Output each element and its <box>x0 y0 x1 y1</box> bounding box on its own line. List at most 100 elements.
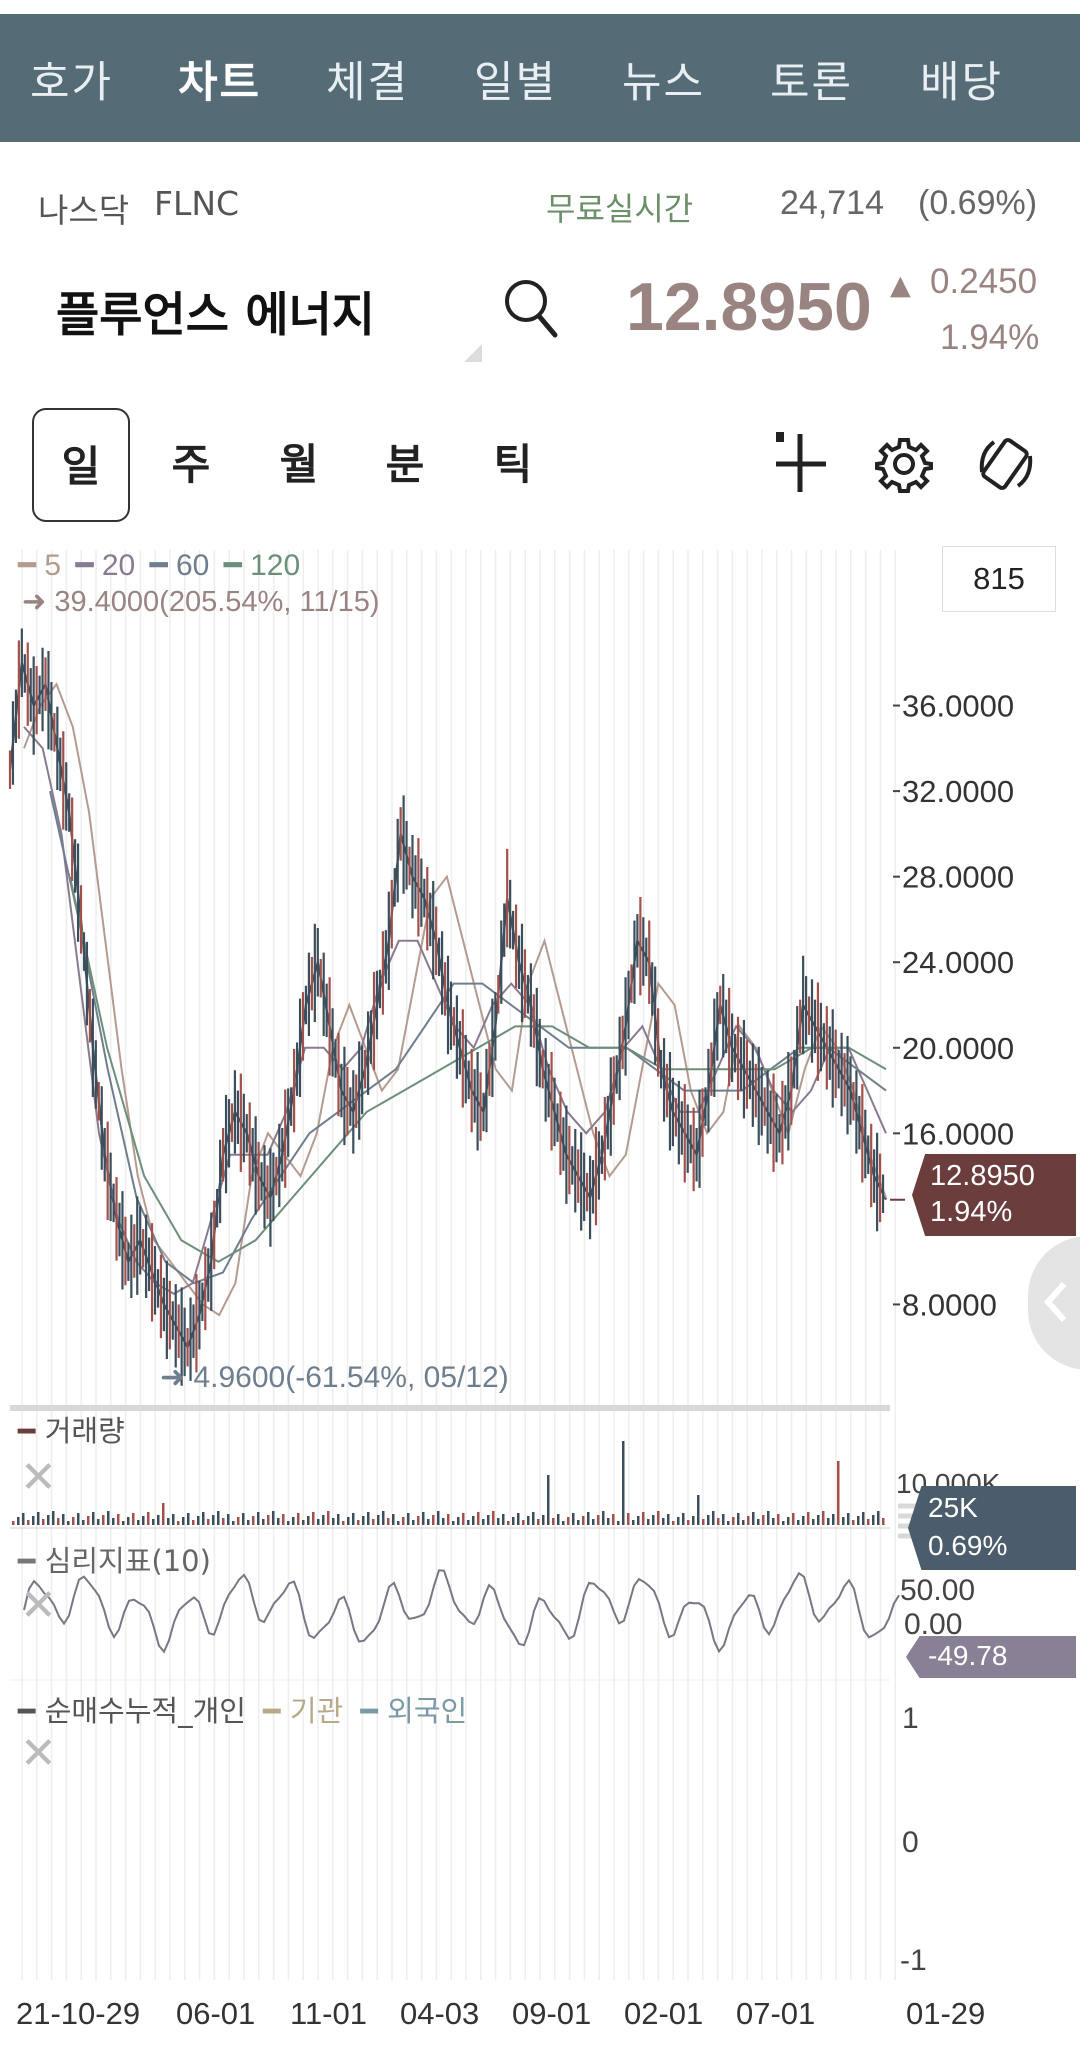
volume-bar <box>707 1515 710 1525</box>
volume-bar <box>222 1518 225 1525</box>
ma60-legend: 60 <box>175 549 210 582</box>
volume-bar <box>397 1521 400 1525</box>
volume-bar <box>87 1516 90 1525</box>
tab-news[interactable]: 뉴스 <box>622 58 706 108</box>
volume-bar <box>557 1514 560 1525</box>
volume-bar <box>567 1517 570 1525</box>
volume-bar <box>752 1512 755 1525</box>
sentiment-label: ━ 심리지표(10) <box>18 1544 211 1578</box>
volume-bar <box>617 1521 620 1525</box>
net-buy-close-icon[interactable]: ✕ <box>20 1728 57 1779</box>
volume-bar <box>302 1520 305 1525</box>
volume-bar <box>167 1518 170 1525</box>
net-buy-axis-0: 0 <box>902 1826 919 1859</box>
volume-bar <box>882 1518 885 1525</box>
current-price-tag: 12.8950 1.94% <box>912 1154 1076 1236</box>
top-tab-bar: 호가 차트 체결 일별 뉴스 토론 배당 <box>0 14 1080 148</box>
volume-bar <box>492 1511 495 1525</box>
timeframe-day[interactable]: 일 <box>32 408 130 522</box>
tab-daily[interactable]: 일별 <box>474 58 558 108</box>
volume-bar <box>392 1514 395 1525</box>
volume-bar <box>142 1516 145 1525</box>
volume-bar <box>827 1518 830 1525</box>
volume-tag: 25K 0.69% <box>908 1486 1076 1570</box>
volume-bar <box>387 1518 390 1525</box>
volume-bar <box>832 1514 835 1525</box>
search-icon[interactable] <box>500 274 560 340</box>
volume-bar <box>327 1511 330 1525</box>
ma-legend: ━ 5 ━ 20 ━ 60 ━ 120 <box>18 548 300 583</box>
volume-bar <box>107 1511 110 1525</box>
corner-marker-icon <box>464 344 482 362</box>
volume-bar <box>717 1518 720 1525</box>
net-buy-foreign-label: 외국인 <box>387 1694 468 1728</box>
volume-bar <box>232 1521 235 1525</box>
volume-bar <box>172 1514 175 1525</box>
volume-bar <box>182 1517 185 1525</box>
ma60-legend-swatch: ━ <box>149 549 168 582</box>
volume-bar <box>537 1519 540 1525</box>
volume-bar <box>577 1520 580 1525</box>
timeframe-minute[interactable]: 분 <box>385 440 425 489</box>
tab-hoga[interactable]: 호가 <box>30 58 114 108</box>
crosshair-icon[interactable] <box>772 430 828 494</box>
volume-bar <box>92 1512 95 1525</box>
volume-bar <box>227 1514 230 1525</box>
volume-bar <box>47 1515 50 1525</box>
volume-bar <box>242 1513 245 1525</box>
volume-bar <box>187 1513 190 1525</box>
volume-bar <box>272 1511 275 1525</box>
volume-bar <box>367 1512 370 1525</box>
volume-bar <box>772 1518 775 1525</box>
x-axis-date-label: 09-01 <box>512 1996 591 2031</box>
min-price-marker: ➜ 4.9600(-61.54%, 05/12) <box>160 1361 509 1394</box>
sentiment-close-icon[interactable]: ✕ <box>20 1580 57 1631</box>
volume-bar <box>877 1511 880 1525</box>
volume-label: ━ 거래량 <box>18 1414 125 1448</box>
tab-chart[interactable]: 차트 <box>178 58 262 108</box>
volume-bar <box>857 1516 860 1525</box>
volume-bar <box>422 1512 425 1525</box>
price-axis-label: 16.0000 <box>902 1116 1014 1151</box>
volume-bar <box>112 1518 115 1525</box>
volume-bar <box>842 1517 845 1525</box>
x-axis-date-label: 06-01 <box>176 1996 255 2031</box>
volume-bar <box>437 1511 440 1525</box>
volume-bar <box>52 1511 55 1525</box>
net-buy-axis-minus1: -1 <box>900 1944 927 1977</box>
volume-bar <box>757 1519 760 1525</box>
exchange-label: 나스닥 <box>38 191 130 230</box>
volume-bar <box>802 1516 805 1525</box>
volume-bar <box>252 1516 255 1525</box>
volume-bar <box>452 1521 455 1525</box>
volume-bar <box>277 1518 280 1525</box>
tab-trades[interactable]: 체결 <box>326 58 410 108</box>
timeframe-tick[interactable]: 틱 <box>493 440 533 489</box>
timeframe-month[interactable]: 월 <box>279 440 319 489</box>
volume-bar <box>502 1514 505 1525</box>
active-tab-indicator <box>168 142 276 148</box>
tab-discussion[interactable]: 토론 <box>770 58 854 108</box>
stock-chart[interactable]: 36.0000 32.0000 28.0000 24.0000 20.0000 16.00… <box>0 540 1080 2066</box>
tab-dividend[interactable]: 배당 <box>920 58 1004 108</box>
timeframe-week[interactable]: 주 <box>171 440 211 489</box>
volume-bar <box>487 1515 490 1525</box>
volume-bar <box>257 1512 260 1525</box>
volume-bar <box>852 1520 855 1525</box>
rotate-phone-icon[interactable] <box>974 432 1038 496</box>
volume-bar <box>687 1520 690 1525</box>
volume-close-icon[interactable]: ✕ <box>20 1452 57 1503</box>
volume-bar <box>102 1515 105 1525</box>
volume-bar <box>32 1516 35 1525</box>
volume-bar <box>292 1517 295 1525</box>
candle-count-box[interactable]: 815 <box>942 546 1056 612</box>
gear-icon[interactable] <box>874 434 934 494</box>
volume-bar <box>527 1516 530 1525</box>
volume-bar <box>582 1516 585 1525</box>
price-tag-value: 12.8950 <box>930 1160 1035 1192</box>
volume-bar <box>97 1519 100 1525</box>
volume-bar <box>337 1514 340 1525</box>
volume-bar <box>722 1514 725 1525</box>
volume-bar <box>762 1515 765 1525</box>
change-amount: 0.2450 <box>930 262 1038 301</box>
